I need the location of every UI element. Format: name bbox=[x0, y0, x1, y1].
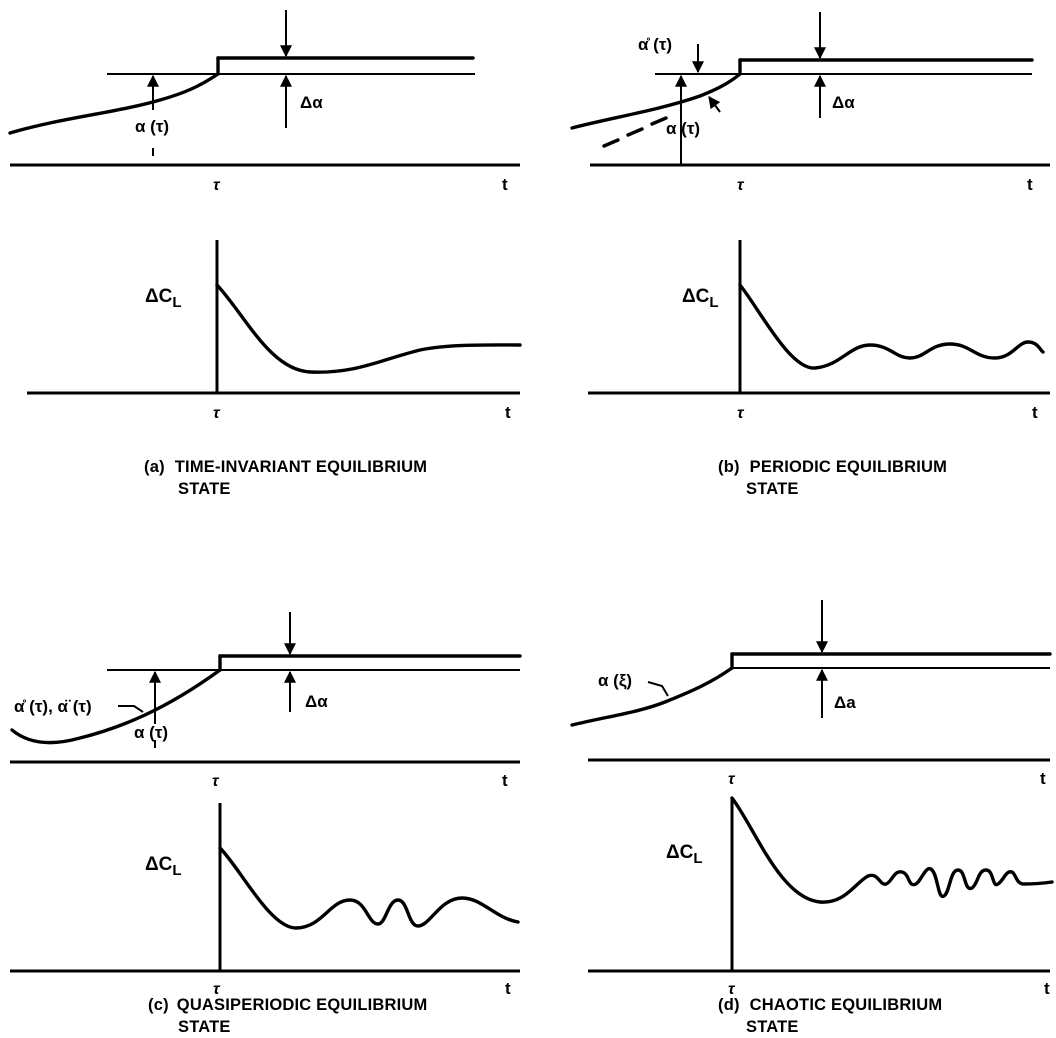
panel-b-top-tau-tick: τ bbox=[737, 177, 745, 194]
panel-a-caption-line2: STATE bbox=[178, 480, 231, 498]
panel-c-caption-line2: STATE bbox=[178, 1018, 231, 1036]
panel-a-alpha-curve bbox=[8, 72, 220, 135]
panel-b-bottom-tau-tick: τ bbox=[737, 405, 745, 422]
panel-d-delta-alpha-label: Δa bbox=[834, 693, 856, 712]
panel-b-lift-curve bbox=[738, 283, 1045, 370]
panel-d-alpha-curve bbox=[570, 666, 734, 727]
panel-c-dcl-label: ΔCL bbox=[145, 854, 182, 879]
panel-d-bottom-t-label: t bbox=[1044, 979, 1050, 998]
panel-d-lift-plot: ΔCL τ t bbox=[588, 796, 1054, 998]
panel-c-top-t-label: t bbox=[502, 771, 508, 790]
panel-a-alpha-plot: Δα α (τ) τ t bbox=[8, 10, 520, 194]
panel-b-tangent-dash-3 bbox=[650, 116, 668, 126]
panel-a-caption-line1: (a) TIME-INVARIANT EQUILIBRIUM bbox=[144, 458, 427, 476]
panel-d-top-t-label: t bbox=[1040, 769, 1046, 788]
panel-b-top-t-label: t bbox=[1027, 175, 1033, 194]
panel-c-delta-alpha-label: Δα bbox=[305, 692, 328, 711]
panel-b-caption: (b) PERIODIC EQUILIBRIUM STATE bbox=[718, 458, 947, 498]
panel-b-tangent-dash-1 bbox=[602, 138, 620, 148]
panel-d-alpha-leader bbox=[647, 681, 669, 697]
panel-c: α̊ (τ), α̈ (τ) Δα α (τ) τ t ΔCL τ t (c) Q… bbox=[10, 612, 522, 1036]
panel-c-caption-line1: (c) QUASIPERIODIC EQUILIBRIUM bbox=[148, 996, 427, 1014]
panel-b-alpha-curve bbox=[570, 72, 742, 130]
panel-a-delta-alpha-label: Δα bbox=[300, 93, 323, 112]
panel-d-bottom-tau-tick: τ bbox=[728, 981, 736, 998]
panel-b-lift-plot: ΔCL τ t bbox=[588, 240, 1050, 422]
panel-b-caption-line2: STATE bbox=[746, 480, 799, 498]
panel-b-alpha-label: α (τ) bbox=[666, 119, 700, 138]
panel-a-top-tau-tick: τ bbox=[213, 177, 221, 194]
panel-d-lift-curve bbox=[730, 796, 1054, 904]
panel-b-delta-alpha-label: Δα bbox=[832, 93, 855, 112]
panel-d-caption-line1: (d) CHAOTIC EQUILIBRIUM bbox=[718, 996, 942, 1014]
panel-b-alpha-plot: α̊ (τ) Δα α (τ) τ t bbox=[570, 12, 1050, 194]
panel-c-lift-curve bbox=[218, 846, 520, 930]
panel-d-caption-line2: STATE bbox=[746, 1018, 799, 1036]
panel-d-alpha-plot: α (ξ) Δa τ t bbox=[570, 600, 1052, 788]
panel-a-bottom-t-label: t bbox=[505, 403, 511, 422]
panel-a-dcl-label: ΔCL bbox=[145, 286, 182, 311]
panel-a: Δα α (τ) τ t ΔCL τ t (a) TIME-INVARIANT E… bbox=[8, 10, 522, 498]
panel-b-bottom-t-label: t bbox=[1032, 403, 1038, 422]
panel-d-top-tau-tick: τ bbox=[728, 771, 736, 788]
panel-c-alpha-label: α (τ) bbox=[134, 723, 168, 742]
panel-a-alpha-label: α (τ) bbox=[135, 117, 169, 136]
panel-d-dcl-label: ΔCL bbox=[666, 842, 703, 867]
panel-b-caption-line1: (b) PERIODIC EQUILIBRIUM bbox=[718, 458, 947, 476]
panel-c-derivs-leader bbox=[118, 705, 144, 713]
panel-c-bottom-tau-tick: τ bbox=[213, 981, 221, 998]
panel-d-alpha-label: α (ξ) bbox=[598, 671, 632, 690]
panel-c-alpha-plot: α̊ (τ), α̈ (τ) Δα α (τ) τ t bbox=[10, 612, 522, 790]
panel-b-alpha-dot-label: α̊ (τ) bbox=[638, 35, 672, 54]
panel-c-alpha-curve bbox=[10, 668, 222, 745]
panel-c-top-tau-tick: τ bbox=[212, 773, 220, 790]
panel-c-bottom-t-label: t bbox=[505, 979, 511, 998]
panel-b-dcl-label: ΔCL bbox=[682, 286, 719, 311]
panel-c-lift-plot: ΔCL τ t bbox=[10, 803, 520, 998]
panel-b-slope-pointer bbox=[708, 96, 721, 113]
panel-a-lift-curve bbox=[215, 283, 522, 374]
panel-a-top-t-label: t bbox=[502, 175, 508, 194]
panel-d-caption: (d) CHAOTIC EQUILIBRIUM STATE bbox=[718, 996, 942, 1036]
panel-c-derivs-label: α̊ (τ), α̈ (τ) bbox=[14, 697, 92, 716]
panel-a-caption: (a) TIME-INVARIANT EQUILIBRIUM STATE bbox=[144, 458, 427, 498]
panel-a-lift-plot: ΔCL τ t bbox=[27, 240, 522, 422]
panel-b: α̊ (τ) Δα α (τ) τ t ΔCL τ t (b) PERIODIC … bbox=[570, 12, 1050, 498]
panel-d: α (ξ) Δa τ t ΔCL τ t (d) CHAOTIC EQUILIBR… bbox=[570, 600, 1054, 1036]
panel-b-tangent-dash-2 bbox=[626, 127, 644, 137]
panel-c-caption: (c) QUASIPERIODIC EQUILIBRIUM STATE bbox=[148, 996, 427, 1036]
panel-a-bottom-tau-tick: τ bbox=[213, 405, 221, 422]
